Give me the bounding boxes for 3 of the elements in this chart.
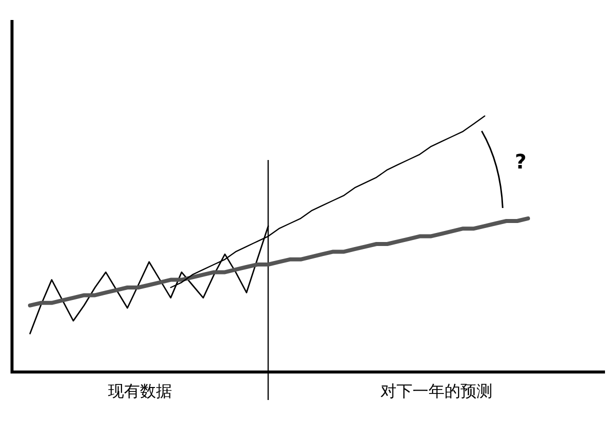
annotation: ? <box>514 149 526 174</box>
annotation: 现有数据 <box>108 381 172 400</box>
annotation: 对下一年的预测 <box>380 381 493 400</box>
